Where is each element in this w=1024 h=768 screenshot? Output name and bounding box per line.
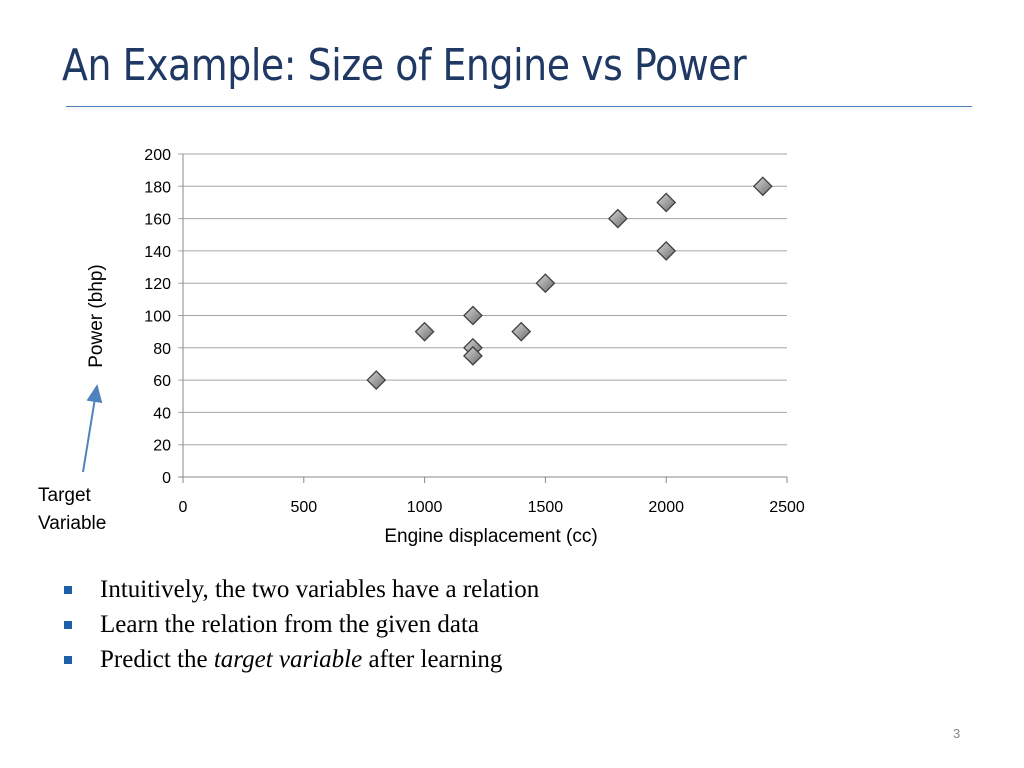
data-point-diamond xyxy=(752,176,773,197)
y-axis-label: Power (bhp) xyxy=(86,264,107,368)
y-tick-label: 160 xyxy=(144,212,171,229)
data-point-diamond xyxy=(463,345,483,366)
x-tick-label: 1000 xyxy=(407,499,443,516)
y-tick-label: 180 xyxy=(144,179,171,196)
y-tick-label: 80 xyxy=(153,341,171,358)
x-tick-label: 0 xyxy=(179,499,188,516)
data-point-diamond xyxy=(656,192,677,213)
bullet-text: Intuitively, the two variables have a re… xyxy=(100,576,540,603)
target-variable-annotation: Target Variable xyxy=(38,482,106,538)
y-tick-label: 100 xyxy=(144,309,171,326)
x-tick-label: 2500 xyxy=(769,499,805,516)
data-point-diamond xyxy=(535,273,556,294)
bullet-text: Learn the relation from the given data xyxy=(100,611,480,638)
data-point-diamond xyxy=(366,370,387,391)
x-tick-label: 500 xyxy=(290,499,317,516)
y-tick-label: 60 xyxy=(153,373,171,390)
title-divider xyxy=(66,106,972,107)
x-axis-label: Engine displacement (cc) xyxy=(384,526,597,547)
y-tick-label: 0 xyxy=(162,470,171,487)
slide-title: An Example: Size of Engine vs Power xyxy=(62,40,747,91)
y-tick-label: 120 xyxy=(144,276,171,293)
y-tick-label: 20 xyxy=(153,438,171,455)
data-point-diamond xyxy=(656,240,677,261)
bullet-item: Predict the target variable after learni… xyxy=(62,646,539,681)
annotation-line-1: Target xyxy=(38,485,91,506)
bullet-text: Predict the xyxy=(100,646,214,673)
y-tick-label: 140 xyxy=(144,244,171,261)
bullet-square-icon xyxy=(64,621,72,629)
y-tick-label: 200 xyxy=(144,147,171,164)
bullet-item: Intuitively, the two variables have a re… xyxy=(62,576,539,611)
x-tick-label: 1500 xyxy=(528,499,564,516)
bullet-item: Learn the relation from the given data xyxy=(62,611,539,646)
annotation-line-2: Variable xyxy=(38,513,107,534)
bullet-square-icon xyxy=(64,656,72,664)
y-tick-label: 40 xyxy=(153,405,171,422)
bullet-text: after learning xyxy=(362,646,503,673)
bullet-list: Intuitively, the two variables have a re… xyxy=(62,576,539,681)
bullet-italic-text: target variable xyxy=(213,646,363,673)
bullet-square-icon xyxy=(64,586,72,594)
target-arrow xyxy=(82,384,103,473)
data-point-diamond xyxy=(607,208,628,229)
page-number: 3 xyxy=(953,726,961,741)
data-point-diamond xyxy=(511,321,532,342)
x-tick-label: 2000 xyxy=(648,499,684,516)
data-point-diamond xyxy=(414,321,435,342)
data-point-diamond xyxy=(463,305,483,326)
